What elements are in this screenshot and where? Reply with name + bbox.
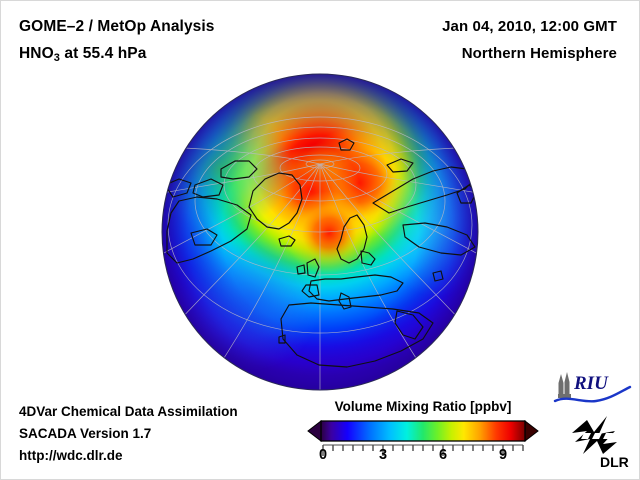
globe-data-layer: [162, 74, 478, 390]
colorbar-tick-label-6: 6: [438, 447, 448, 463]
species-formula-prefix: HNO: [19, 45, 54, 62]
coastline-north-america: [166, 196, 252, 264]
colorbar-tick-label-9: 9: [498, 447, 508, 463]
coastline-island-small-b: [278, 334, 286, 344]
cathedral-icon: [558, 372, 571, 398]
coastline-central-asia: [402, 222, 476, 256]
coastline-victoria-island: [192, 178, 224, 198]
coastline-hudson-bay: [190, 228, 218, 246]
riu-logo: RIU: [553, 372, 632, 403]
coastline-north-africa: [280, 302, 434, 368]
dlr-mark-icon: [572, 416, 617, 454]
species-level-label: HNO3 at 55.4 hPa: [19, 45, 146, 64]
dlr-logo: DLR: [572, 416, 629, 470]
coastline-greenland: [248, 172, 303, 230]
region-label: Northern Hemisphere: [461, 45, 617, 62]
dlr-wordmark: DLR: [600, 454, 629, 470]
colorbar-gradient: [320, 420, 526, 442]
coastline-great-britain: [306, 258, 320, 278]
footer-line-3[interactable]: http://wdc.dlr.de: [19, 448, 123, 463]
coastline-iceland: [278, 235, 296, 247]
coastline-scandinavia: [336, 214, 368, 264]
colorbar-tick-label-0: 0: [318, 447, 328, 463]
meridians: [162, 146, 478, 390]
datetime-label: Jan 04, 2010, 12:00 GMT: [442, 18, 617, 35]
colorbar: Volume Mixing Ratio [ppbv]: [307, 399, 539, 471]
riu-wave-icon: [553, 385, 632, 403]
footer-line-2: SACADA Version 1.7: [19, 426, 152, 441]
coastline-ireland: [296, 264, 306, 275]
footer-credits: 4DVar Chemical Data Assimilation SACADA …: [19, 401, 238, 467]
colorbar-title: Volume Mixing Ratio [ppbv]: [334, 399, 512, 414]
coastline-alaska: [164, 178, 192, 198]
globe-limb: [161, 73, 479, 391]
pressure-level-text: at 55.4 hPa: [59, 45, 147, 62]
coastline-europe: [308, 274, 404, 302]
species-formula-subscript: 3: [53, 52, 60, 64]
colorbar-underflow-arrow: [307, 420, 322, 443]
colorbar-overflow-arrow: [524, 420, 539, 443]
coastline-island-small-a: [432, 270, 444, 282]
colorbar-tick-label-3: 3: [378, 447, 388, 463]
graticule: [162, 116, 478, 390]
coastline-svalbard: [338, 138, 355, 151]
coastline-novaya-zemlya: [386, 158, 414, 173]
footer-line-1: 4DVar Chemical Data Assimilation: [19, 404, 238, 419]
coastline-iberia: [301, 284, 320, 298]
coastline-italy: [338, 292, 352, 310]
colorbar-ticks: [322, 445, 524, 456]
colorbar-svg: [307, 420, 539, 456]
coastline-baltic: [360, 250, 376, 266]
page-title: GOME–2 / MetOp Analysis: [19, 18, 215, 35]
coastline-canadian-arctic: [220, 160, 258, 180]
coastline-arabia: [394, 310, 424, 340]
riu-wordmark: RIU: [573, 373, 609, 394]
globe-map: [161, 73, 479, 391]
orthographic-projection-svg: [161, 73, 479, 391]
